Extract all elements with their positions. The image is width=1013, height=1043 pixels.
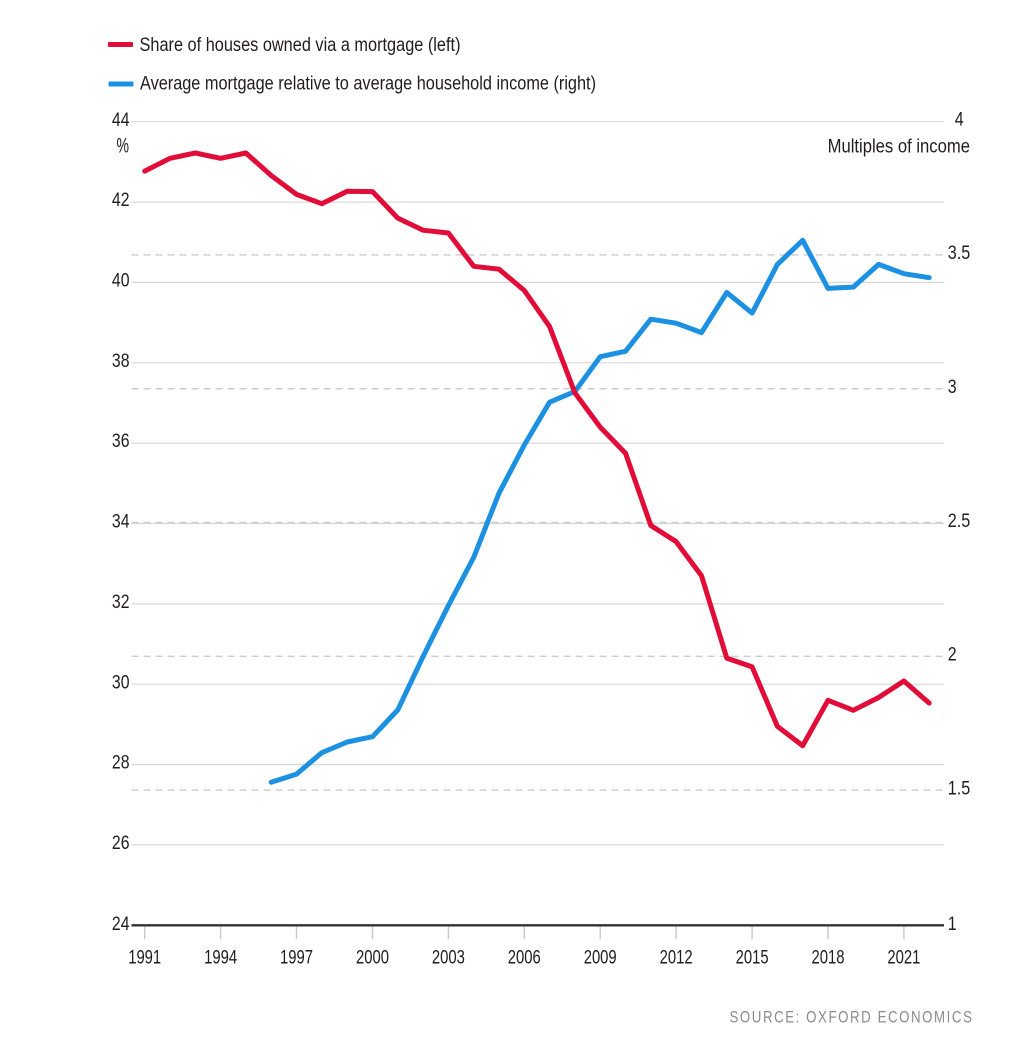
svg-text:40: 40 bbox=[112, 271, 130, 292]
svg-text:2006: 2006 bbox=[508, 947, 541, 968]
svg-text:32: 32 bbox=[112, 592, 130, 613]
svg-text:2015: 2015 bbox=[736, 947, 769, 968]
svg-text:Multiples of income: Multiples of income bbox=[828, 135, 970, 157]
svg-text:2: 2 bbox=[948, 645, 957, 666]
svg-text:28: 28 bbox=[112, 753, 130, 774]
svg-text:2012: 2012 bbox=[660, 947, 693, 968]
svg-text:38: 38 bbox=[112, 351, 130, 372]
svg-text:24: 24 bbox=[112, 914, 130, 935]
svg-text:Average mortgage relative to a: Average mortgage relative to average hou… bbox=[140, 73, 596, 95]
svg-text:42: 42 bbox=[112, 190, 130, 211]
svg-text:1994: 1994 bbox=[204, 947, 237, 968]
svg-text:26: 26 bbox=[112, 833, 130, 854]
svg-text:30: 30 bbox=[112, 672, 130, 693]
svg-text:44: 44 bbox=[112, 110, 130, 131]
svg-text:SOURCE: OXFORD ECONOMICS: SOURCE: OXFORD ECONOMICS bbox=[730, 1008, 974, 1027]
svg-text:2.5: 2.5 bbox=[948, 511, 971, 532]
svg-text:1.5: 1.5 bbox=[948, 778, 971, 799]
svg-text:2021: 2021 bbox=[887, 947, 920, 968]
svg-text:3: 3 bbox=[948, 377, 957, 398]
svg-text:1: 1 bbox=[948, 914, 957, 935]
svg-text:36: 36 bbox=[112, 431, 130, 452]
svg-text:Share of houses owned via a mo: Share of houses owned via a mortgage (le… bbox=[140, 34, 461, 56]
svg-text:2009: 2009 bbox=[584, 947, 617, 968]
svg-text:3.5: 3.5 bbox=[948, 243, 971, 264]
svg-text:1991: 1991 bbox=[128, 947, 161, 968]
svg-text:34: 34 bbox=[112, 512, 130, 533]
svg-text:2003: 2003 bbox=[432, 947, 465, 968]
svg-text:2018: 2018 bbox=[812, 947, 845, 968]
svg-text:4: 4 bbox=[955, 109, 964, 130]
svg-text:2000: 2000 bbox=[356, 947, 389, 968]
svg-text:1997: 1997 bbox=[280, 947, 313, 968]
svg-text:%: % bbox=[117, 134, 130, 157]
